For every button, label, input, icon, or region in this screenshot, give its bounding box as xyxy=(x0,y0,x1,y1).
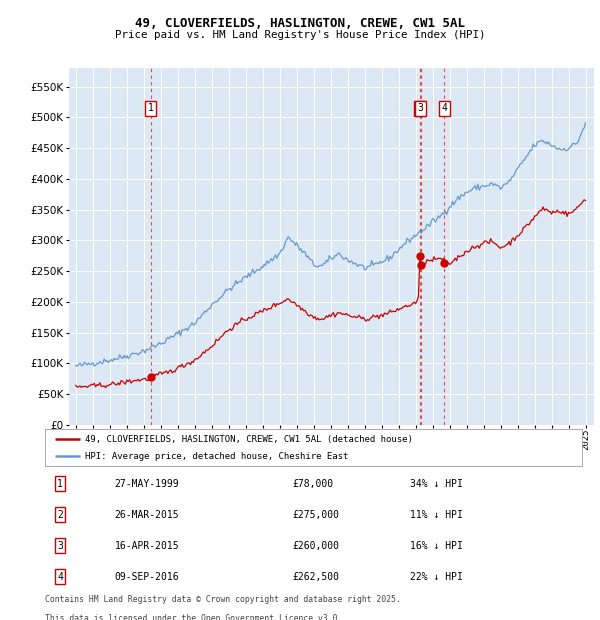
Text: 34% ↓ HPI: 34% ↓ HPI xyxy=(410,479,463,489)
Text: Price paid vs. HM Land Registry's House Price Index (HPI): Price paid vs. HM Land Registry's House … xyxy=(115,30,485,40)
Text: 2: 2 xyxy=(416,103,422,113)
Text: £260,000: £260,000 xyxy=(292,541,339,551)
Text: 3: 3 xyxy=(57,541,63,551)
Text: This data is licensed under the Open Government Licence v3.0.: This data is licensed under the Open Gov… xyxy=(45,614,343,620)
Text: 1: 1 xyxy=(57,479,63,489)
Text: 2: 2 xyxy=(57,510,63,520)
Text: £78,000: £78,000 xyxy=(292,479,333,489)
Text: £262,500: £262,500 xyxy=(292,572,339,582)
Text: 49, CLOVERFIELDS, HASLINGTON, CREWE, CW1 5AL: 49, CLOVERFIELDS, HASLINGTON, CREWE, CW1… xyxy=(135,17,465,30)
Text: 16-APR-2015: 16-APR-2015 xyxy=(115,541,179,551)
Text: 3: 3 xyxy=(418,103,424,113)
Text: 09-SEP-2016: 09-SEP-2016 xyxy=(115,572,179,582)
Text: £275,000: £275,000 xyxy=(292,510,339,520)
Text: 1: 1 xyxy=(148,103,154,113)
Text: 22% ↓ HPI: 22% ↓ HPI xyxy=(410,572,463,582)
Text: Contains HM Land Registry data © Crown copyright and database right 2025.: Contains HM Land Registry data © Crown c… xyxy=(45,595,401,604)
Text: 16% ↓ HPI: 16% ↓ HPI xyxy=(410,541,463,551)
Text: 49, CLOVERFIELDS, HASLINGTON, CREWE, CW1 5AL (detached house): 49, CLOVERFIELDS, HASLINGTON, CREWE, CW1… xyxy=(85,435,413,443)
Text: 4: 4 xyxy=(57,572,63,582)
Text: HPI: Average price, detached house, Cheshire East: HPI: Average price, detached house, Ches… xyxy=(85,452,349,461)
Text: 27-MAY-1999: 27-MAY-1999 xyxy=(115,479,179,489)
Text: 4: 4 xyxy=(442,103,447,113)
Text: 26-MAR-2015: 26-MAR-2015 xyxy=(115,510,179,520)
Text: 11% ↓ HPI: 11% ↓ HPI xyxy=(410,510,463,520)
